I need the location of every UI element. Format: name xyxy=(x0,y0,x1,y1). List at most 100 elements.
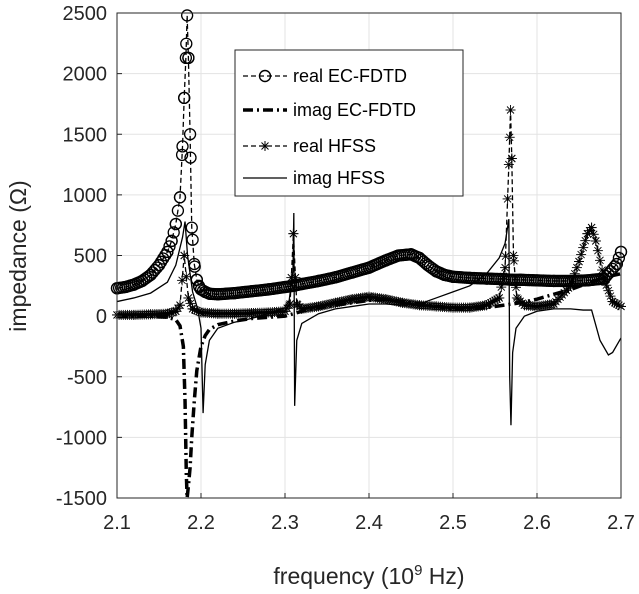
legend-label-real-hfss: real HFSS xyxy=(293,136,376,156)
data-point-circle xyxy=(312,274,325,288)
y-tick-label: 1500 xyxy=(63,124,108,146)
data-point-star xyxy=(578,242,589,253)
data-point-circle xyxy=(329,271,342,284)
data-point-star xyxy=(576,249,587,260)
y-tick-label: 0 xyxy=(96,306,107,328)
x-axis-label: frequency (109 Hz) xyxy=(273,562,464,589)
data-point-circle xyxy=(404,248,418,261)
data-point-circle xyxy=(182,51,195,65)
x-tick-label: 2.4 xyxy=(355,512,383,534)
y-axis-label: impedance (Ω) xyxy=(5,180,31,331)
series-layer xyxy=(110,9,628,499)
data-point-circle xyxy=(180,9,194,22)
x-tick-label: 2.5 xyxy=(439,512,467,534)
data-point-star xyxy=(511,282,521,293)
legend-entry-imag-ec-fdtd: imag EC-FDTD xyxy=(243,100,416,120)
data-point-circle xyxy=(171,204,185,217)
y-tick-label: 500 xyxy=(74,246,107,268)
data-point-circle xyxy=(161,245,174,259)
data-point-star xyxy=(246,308,257,319)
legend-star-marker xyxy=(260,141,270,151)
x-tick-label: 2.2 xyxy=(187,512,215,534)
data-point-star xyxy=(496,282,507,293)
series-imag-hfss xyxy=(116,213,622,426)
x-tick-label: 2.6 xyxy=(523,512,551,534)
data-point-star xyxy=(511,292,522,303)
data-point-circle xyxy=(178,91,191,105)
data-point-star xyxy=(506,153,517,164)
data-point-circle xyxy=(183,128,197,141)
data-point-star xyxy=(599,274,610,285)
data-point-star xyxy=(532,301,542,312)
legend-entry-real-ec-fdtd: real EC-FDTD xyxy=(243,66,407,86)
data-point-star xyxy=(504,132,515,143)
data-point-circle xyxy=(346,266,359,279)
y-tick-label: -1500 xyxy=(56,488,107,510)
data-point-circle xyxy=(463,271,476,285)
data-point-star xyxy=(145,309,156,320)
data-point-circle xyxy=(421,259,434,272)
data-point-star xyxy=(494,292,505,303)
legend-label-imag-ec-fdtd: imag EC-FDTD xyxy=(293,100,416,120)
data-point-circle xyxy=(175,148,189,162)
data-point-circle xyxy=(612,251,626,265)
data-point-circle xyxy=(392,249,405,262)
data-point-star xyxy=(503,159,514,170)
data-point-star xyxy=(586,222,597,233)
data-point-circle xyxy=(245,285,258,298)
data-point-circle xyxy=(185,221,198,234)
data-point-circle xyxy=(530,274,544,287)
data-point-circle xyxy=(184,151,197,164)
tick-labels: 2.1 2.2 2.3 2.4 2.5 2.6 2.7 -1500 -1000 -500 0 500 1… xyxy=(56,3,635,534)
data-point-circle xyxy=(362,261,376,274)
data-point-circle xyxy=(119,280,132,294)
data-point-star xyxy=(212,308,223,319)
data-point-star xyxy=(183,292,194,303)
data-point-star xyxy=(364,291,374,302)
series-imag-ec-fdtd xyxy=(117,271,622,499)
data-point-star xyxy=(181,271,192,282)
data-point-circle xyxy=(127,278,140,291)
data-point-circle xyxy=(379,254,392,267)
data-point-circle xyxy=(430,265,443,278)
x-tick-label: 2.7 xyxy=(607,512,635,534)
data-point-circle xyxy=(446,270,460,283)
data-point-circle xyxy=(203,287,216,300)
data-point-circle xyxy=(136,274,149,288)
data-point-star xyxy=(498,271,509,282)
data-point-circle xyxy=(176,140,189,153)
data-point-circle xyxy=(169,217,182,231)
data-point-circle xyxy=(228,286,241,300)
data-point-circle xyxy=(152,259,166,272)
y-tick-label: -500 xyxy=(67,367,107,389)
data-point-circle xyxy=(163,240,176,253)
data-point-star xyxy=(170,306,181,317)
data-point-star xyxy=(187,303,198,314)
data-point-star xyxy=(592,245,603,256)
data-point-star xyxy=(502,193,513,204)
x-tick-label: 2.1 xyxy=(103,512,131,534)
y-tick-label: 2000 xyxy=(63,64,108,86)
data-point-star xyxy=(508,250,519,261)
data-point-star xyxy=(607,296,618,307)
data-point-star xyxy=(595,255,605,266)
data-point-star xyxy=(175,300,185,311)
data-point-circle xyxy=(413,251,426,265)
data-point-circle xyxy=(514,273,527,286)
data-point-circle xyxy=(165,234,178,248)
data-point-circle xyxy=(142,270,155,283)
data-point-circle xyxy=(547,274,560,288)
legend-entry-imag-hfss: imag HFSS xyxy=(243,168,385,188)
series-line-imag-hfss xyxy=(116,213,622,426)
data-point-star xyxy=(580,235,591,246)
legend-circle-marker xyxy=(258,69,272,83)
data-point-star xyxy=(172,303,183,314)
series-line-imag-ec-fdtd xyxy=(117,271,622,499)
data-point-circle xyxy=(262,283,275,296)
legend-label-imag-hfss: imag HFSS xyxy=(293,168,385,188)
data-point-circle xyxy=(180,37,193,50)
legend-label-real-ec-fdtd: real EC-FDTD xyxy=(293,66,407,86)
data-point-star xyxy=(548,299,559,309)
data-point-circle xyxy=(173,191,187,204)
